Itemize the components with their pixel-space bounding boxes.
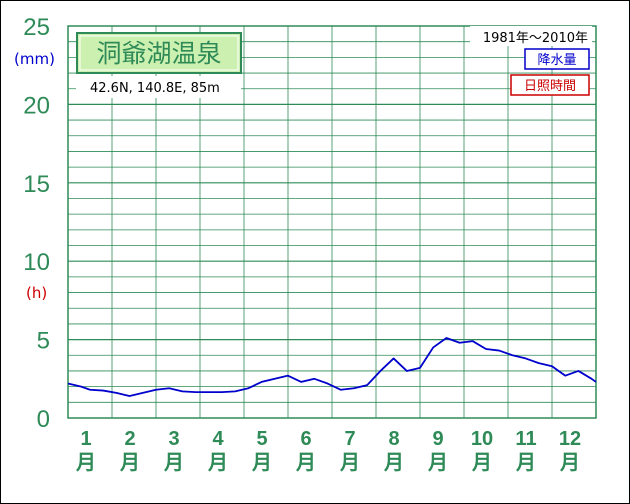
month-tick-label: 7 xyxy=(344,428,355,450)
month-tick-label: 3 xyxy=(168,428,179,450)
month-tick-suffix: 月 xyxy=(559,450,580,474)
sunshine-unit-label: (h) xyxy=(26,284,47,302)
legend-sunshine: 日照時間 xyxy=(524,79,576,94)
y-tick-label: 20 xyxy=(23,92,50,119)
y-tick-label: 0 xyxy=(37,406,50,433)
month-tick-label: 2 xyxy=(124,428,135,450)
month-tick-label: 4 xyxy=(212,428,224,450)
month-tick-suffix: 月 xyxy=(339,450,360,474)
month-tick-label: 6 xyxy=(300,428,311,450)
month-tick-suffix: 月 xyxy=(207,450,228,474)
y-tick-label: 15 xyxy=(23,171,50,198)
month-tick-label: 9 xyxy=(432,428,443,450)
period-label: 1981年～2010年 xyxy=(483,31,588,46)
legend-precip-box xyxy=(524,48,590,70)
y-tick-label: 25 xyxy=(23,14,50,41)
month-tick-suffix: 月 xyxy=(295,450,316,474)
y-tick-label: 10 xyxy=(23,249,50,276)
title-box-inner xyxy=(79,35,239,71)
location-bg xyxy=(76,76,241,98)
month-tick-label: 12 xyxy=(559,428,581,450)
month-tick-label: 10 xyxy=(471,428,493,450)
legend-precip: 降水量 xyxy=(537,53,576,68)
month-tick-suffix: 月 xyxy=(471,450,492,474)
station-title: 洞爺湖温泉 xyxy=(96,39,221,68)
station-location: 42.6N, 140.8E, 85m xyxy=(90,81,220,96)
month-tick-suffix: 月 xyxy=(251,450,272,474)
series-layer xyxy=(67,337,597,397)
month-tick-label: 5 xyxy=(256,428,267,450)
grid xyxy=(67,25,597,419)
month-tick-label: 1 xyxy=(80,428,91,450)
month-tick-suffix: 月 xyxy=(427,450,448,474)
month-tick-suffix: 月 xyxy=(383,450,404,474)
month-tick-label: 11 xyxy=(515,428,536,450)
y-tick-label: 5 xyxy=(37,328,50,355)
legend-sunshine-box xyxy=(510,74,590,96)
period-bg xyxy=(470,26,592,46)
precip-unit-label: (mm) xyxy=(14,50,55,68)
month-tick-label: 8 xyxy=(388,428,399,450)
title-box xyxy=(76,32,242,74)
month-tick-suffix: 月 xyxy=(163,450,184,474)
series-line-precip xyxy=(67,337,597,397)
month-tick-suffix: 月 xyxy=(515,450,536,474)
month-tick-suffix: 月 xyxy=(119,450,140,474)
month-tick-suffix: 月 xyxy=(75,450,96,474)
